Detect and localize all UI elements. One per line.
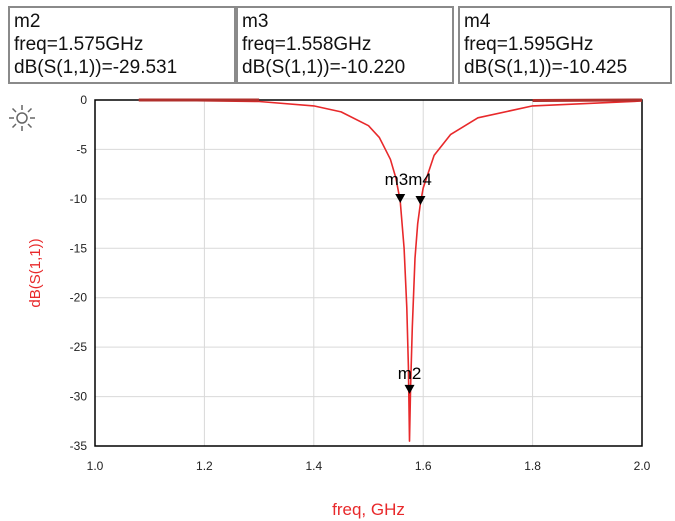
y-tick-label: -10 xyxy=(70,192,88,206)
marker-m4 xyxy=(415,196,426,206)
x-tick-label: 2.0 xyxy=(634,459,651,473)
x-tick-labels: 1.0 1.2 1.4 1.6 1.8 2.0 xyxy=(87,459,651,473)
x-axis-label: freq, GHz xyxy=(332,500,405,519)
marker-name: m3 xyxy=(242,11,269,32)
marker-readout-m4[interactable]: m4 freq=1.595GHz dB(S(1,1))=-10.425 xyxy=(458,6,672,84)
y-tick-label: -20 xyxy=(70,291,88,305)
x-tick-label: 1.8 xyxy=(524,459,541,473)
y-tick-labels: 0 -5 -10 -15 -20 -25 -30 -35 xyxy=(70,93,88,453)
y-tick-label: -15 xyxy=(70,241,88,255)
x-tick-label: 1.4 xyxy=(305,459,322,473)
x-tick-label: 1.0 xyxy=(87,459,104,473)
y-axis-label: dB(S(1,1)) xyxy=(27,238,44,307)
x-tick-label: 1.6 xyxy=(415,459,432,473)
marker-name: m2 xyxy=(14,11,41,32)
y-tick-label: -35 xyxy=(70,439,88,453)
marker-label-m3m4: m3m4 xyxy=(385,170,432,189)
grid xyxy=(94,99,643,447)
y-tick-label: -25 xyxy=(70,340,88,354)
series-line-s11 xyxy=(138,99,643,442)
marker-readout-m2[interactable]: m2 freq=1.575GHz dB(S(1,1))=-29.531 xyxy=(8,6,236,84)
x-tick-label: 1.2 xyxy=(196,459,213,473)
marker-freq: freq=1.595GHz xyxy=(464,34,594,55)
marker-m2 xyxy=(404,384,415,394)
sun-icon[interactable] xyxy=(8,104,36,132)
plot-frame xyxy=(94,99,643,447)
marker-m3 xyxy=(395,194,406,204)
y-tick-label: 0 xyxy=(80,93,87,107)
marker-readout-m3[interactable]: m3 freq=1.558GHz dB(S(1,1))=-10.220 xyxy=(236,6,454,84)
series xyxy=(138,98,643,442)
y-tick-label: -5 xyxy=(76,142,87,156)
marker-value: dB(S(1,1))=-10.220 xyxy=(242,57,406,78)
marker-label-m2: m2 xyxy=(398,364,422,383)
marker-freq: freq=1.575GHz xyxy=(14,34,144,55)
marker-value: dB(S(1,1))=-10.425 xyxy=(464,57,628,78)
marker-freq: freq=1.558GHz xyxy=(242,34,372,55)
y-tick-label: -30 xyxy=(70,390,88,404)
marker-value: dB(S(1,1))=-29.531 xyxy=(14,57,178,78)
markers: m3m4 m2 xyxy=(385,170,432,394)
marker-name: m4 xyxy=(464,11,491,32)
